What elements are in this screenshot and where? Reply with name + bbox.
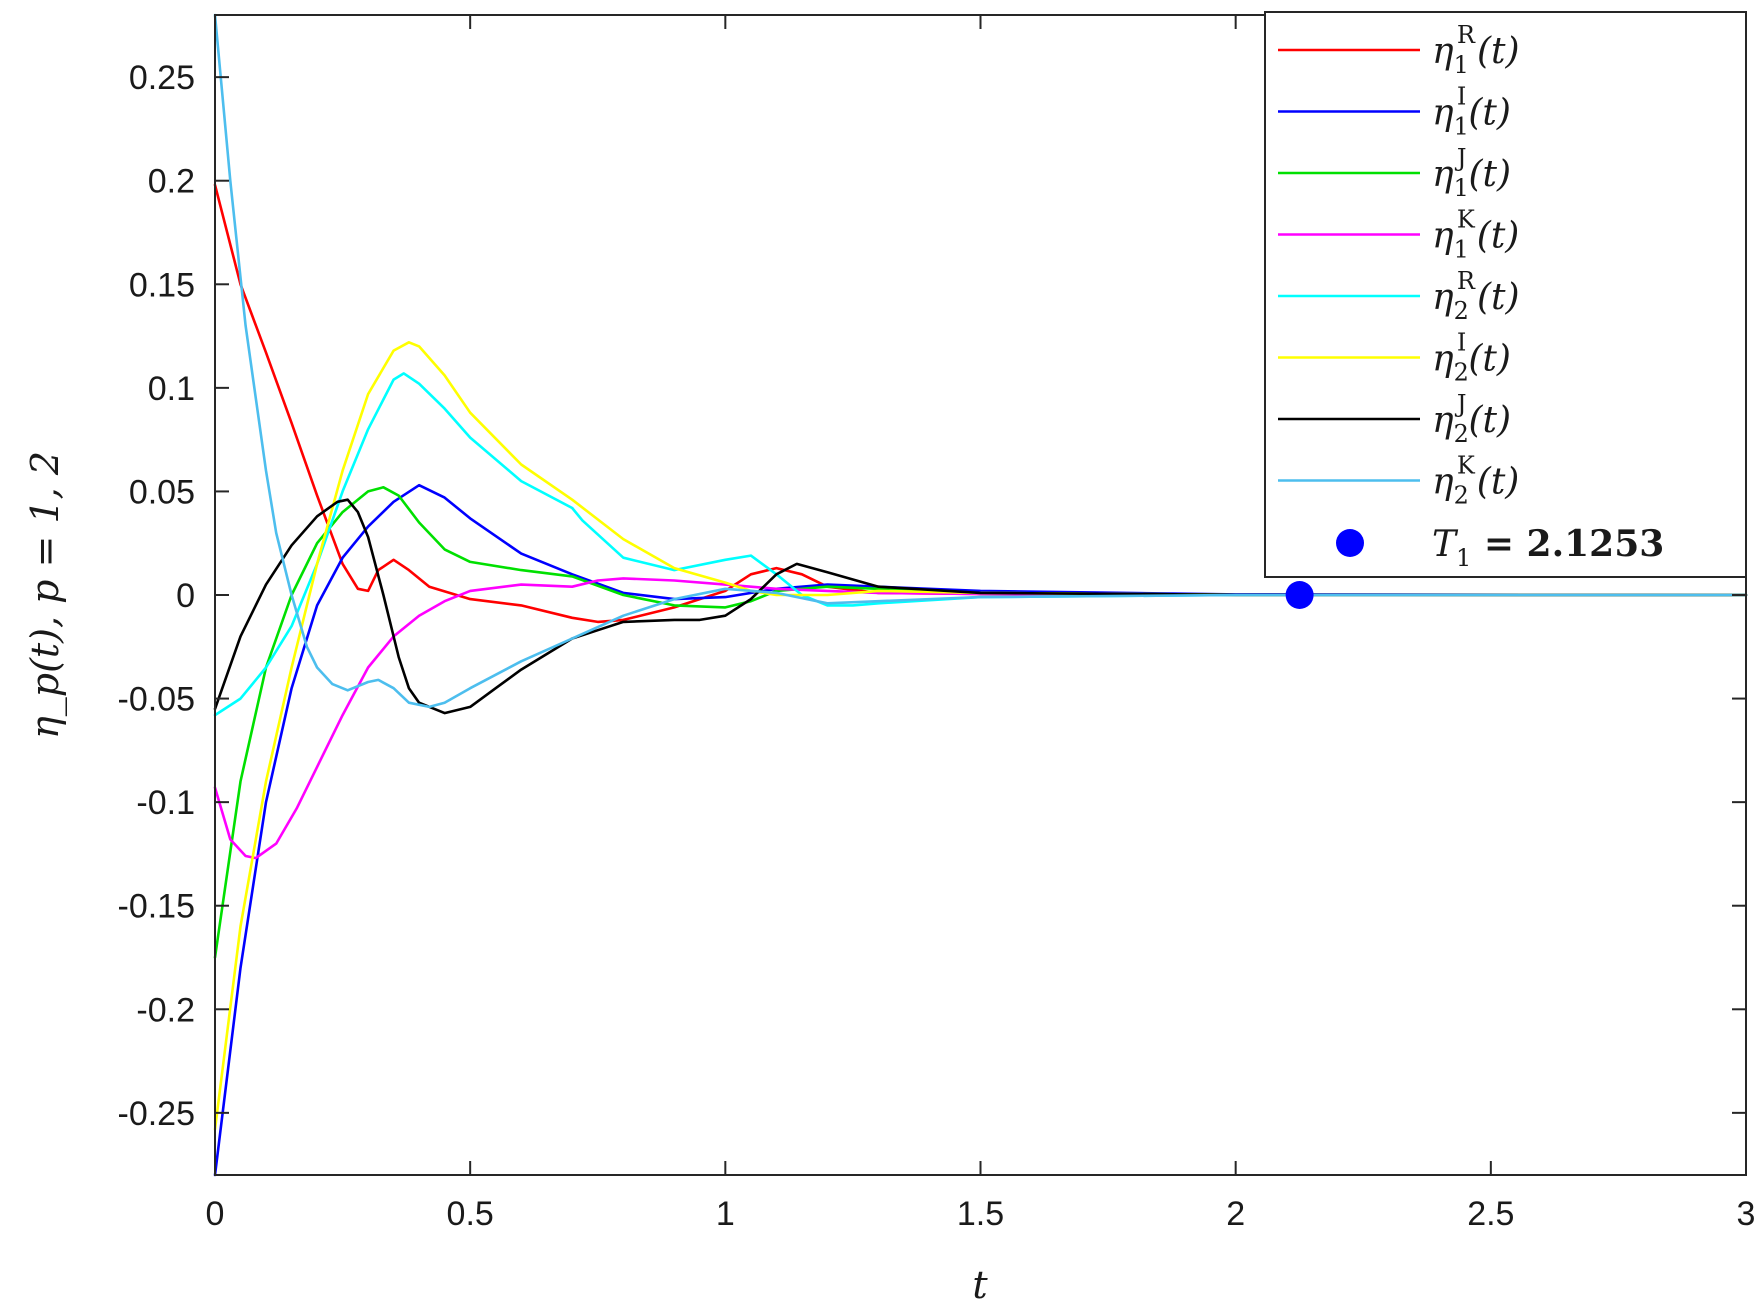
legend-marker-swatch — [1336, 529, 1364, 557]
y-tick-label: -0.2 — [136, 991, 195, 1029]
series-line-8 — [213, 13, 1748, 709]
x-tick-label: 1 — [716, 1195, 735, 1233]
x-axis-label: t — [972, 1263, 988, 1307]
legend-entry-2: η1I(t) — [1432, 83, 1511, 141]
y-tick-label: -0.25 — [118, 1095, 196, 1133]
x-tick-label: 2.5 — [1467, 1195, 1514, 1233]
y-tick-label: 0.15 — [129, 266, 195, 304]
series-line-4 — [213, 577, 1748, 860]
legend: η1R(t)η1I(t)η1J(t)η1K(t)η2R(t)η2I(t)η2J(… — [1264, 11, 1747, 578]
x-tick-label: 0.5 — [447, 1195, 494, 1233]
x-tick-label: 2 — [1226, 1195, 1245, 1233]
legend-entry-marker: T1 = 2.1253 — [1432, 523, 1664, 572]
legend-entry-4: η1K(t) — [1432, 206, 1519, 264]
marker-point — [1285, 581, 1314, 609]
series-line-1 — [213, 183, 1748, 624]
tick-layer: 0 0.5 1 1.5 2 2.5 3 -0.25 -0.2 -0.15 -0.1 -0.05 0 0.0… — [118, 15, 1756, 1233]
y-axis-label: η_p(t), p = 1, 2 — [23, 451, 68, 739]
legend-entry-7: η2J(t) — [1432, 390, 1511, 448]
legend-box — [1264, 11, 1747, 578]
legend-entry-1: η1R(t) — [1432, 21, 1520, 79]
y-tick-label: 0.2 — [148, 163, 195, 201]
y-tick-label: 0 — [176, 577, 195, 615]
y-axis-label-text: η_p(t), p = 1, 2 — [23, 451, 68, 739]
legend-entry-5: η2R(t) — [1432, 267, 1520, 325]
legend-entry-8: η2K(t) — [1432, 452, 1519, 510]
y-tick-label: 0.25 — [129, 59, 195, 97]
y-tick-label: -0.15 — [118, 888, 196, 926]
x-tick-label: 1.5 — [957, 1195, 1004, 1233]
y-tick-label: -0.05 — [118, 681, 196, 719]
x-tick-label: 0 — [206, 1195, 225, 1233]
y-tick-label: -0.1 — [136, 784, 195, 822]
y-tick-label: 0.1 — [148, 370, 195, 408]
series-line-5 — [213, 372, 1748, 717]
y-tick-label: 0.05 — [129, 473, 195, 511]
legend-entry-6: η2I(t) — [1432, 329, 1511, 387]
series-line-3 — [213, 485, 1748, 959]
series-line-7 — [213, 498, 1748, 715]
legend-entry-3: η1J(t) — [1432, 144, 1511, 202]
x-tick-label: 3 — [1737, 1195, 1756, 1233]
series-line-6 — [213, 340, 1748, 1131]
series-line-2 — [213, 483, 1748, 1177]
series-layer — [213, 13, 1748, 1177]
